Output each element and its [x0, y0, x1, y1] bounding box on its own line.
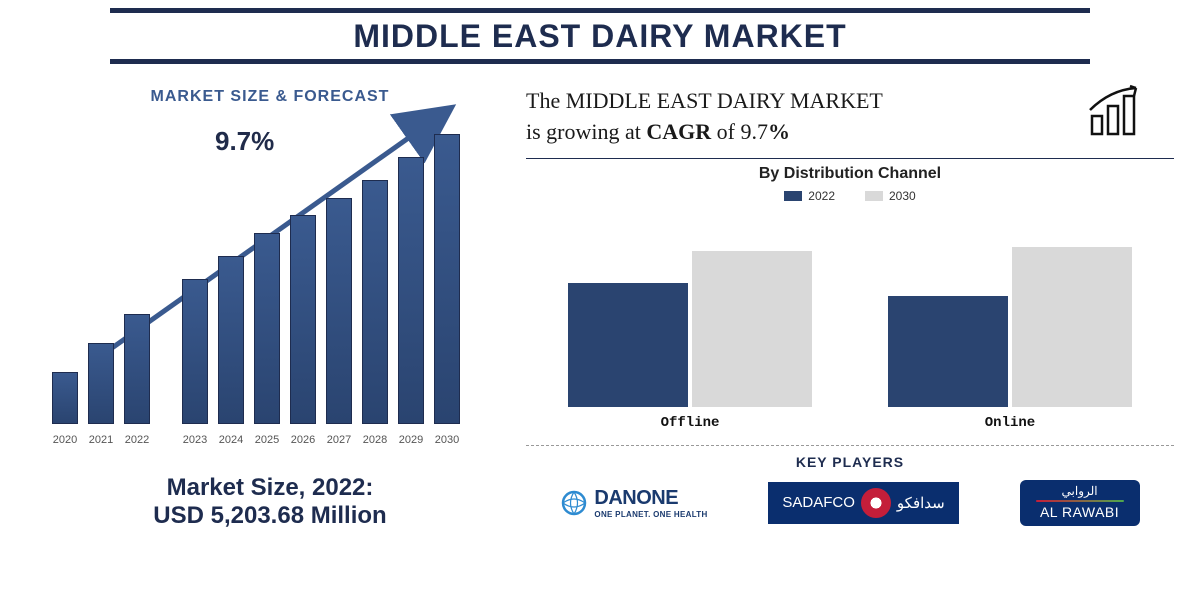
forecast-bars	[50, 134, 470, 424]
year-label: 2028	[360, 434, 390, 446]
forecast-bar	[252, 233, 282, 424]
danone-name: DANONE	[594, 487, 707, 510]
divider	[526, 158, 1174, 159]
forecast-title: MARKET SIZE & FORECAST	[40, 88, 500, 106]
sadafco-seal-icon	[861, 488, 891, 518]
forecast-bar	[360, 180, 390, 424]
forecast-bar	[86, 343, 116, 424]
cagr-pct: %	[768, 119, 790, 144]
year-label: 2020	[50, 434, 80, 446]
market-size-value: USD 5,203.68 Million	[40, 502, 500, 530]
right-panel: The MIDDLE EAST DAIRY MARKET is growing …	[520, 80, 1180, 590]
cagr-mid: is growing at	[526, 119, 646, 144]
year-label: 2024	[216, 434, 246, 446]
sadafco-arabic: سدافكو	[897, 494, 945, 512]
year-label: 2022	[122, 434, 152, 446]
dist-bar	[568, 283, 688, 407]
dist-bar	[1012, 247, 1132, 407]
forecast-bar	[432, 134, 462, 424]
market-size-callout: Market Size, 2022: USD 5,203.68 Million	[40, 474, 500, 530]
year-label: 2030	[432, 434, 462, 446]
forecast-year-axis: 2020 2021 2022 2023 2024 2025 2026 2027 2028 2029…	[50, 434, 470, 446]
distribution-bars	[530, 217, 1170, 407]
dist-label-online: Online	[850, 415, 1170, 431]
growth-chart-icon	[1086, 82, 1150, 138]
key-players-row: DANONE ONE PLANET. ONE HEALTH SADAFCO سد…	[520, 480, 1180, 526]
forecast-bar	[180, 279, 210, 424]
danone-globe-icon	[560, 489, 588, 517]
cagr-post: of 9.7	[711, 119, 768, 144]
legend-item-2022: 2022	[784, 189, 835, 203]
market-size-label: Market Size, 2022:	[40, 474, 500, 502]
forecast-bar	[288, 215, 318, 424]
forecast-bar	[50, 372, 80, 424]
forecast-bar	[324, 198, 354, 424]
player-sadafco: SADAFCO سدافكو	[768, 482, 958, 524]
distribution-title: By Distribution Channel	[520, 165, 1180, 183]
sadafco-name: SADAFCO	[782, 494, 855, 511]
legend-item-2030: 2030	[865, 189, 916, 203]
player-danone: DANONE ONE PLANET. ONE HEALTH	[560, 487, 707, 519]
forecast-panel: MARKET SIZE & FORECAST 9.7% 202020212022…	[40, 80, 500, 590]
dist-bar	[888, 296, 1008, 406]
key-players-title: KEY PLAYERS	[520, 454, 1180, 470]
forecast-chart: 9.7% 20202021202220232024202520262027202…	[40, 116, 480, 446]
legend-swatch-2022	[784, 191, 802, 201]
year-label: 2025	[252, 434, 282, 446]
rawabi-name: AL RAWABI	[1036, 504, 1124, 520]
year-label: 2026	[288, 434, 318, 446]
title-bar: MIDDLE EAST DAIRY MARKET	[110, 8, 1090, 64]
danone-tagline: ONE PLANET. ONE HEALTH	[594, 510, 707, 519]
distribution-legend: 2022 2030	[520, 189, 1180, 203]
distribution-axis: Offline Online	[530, 415, 1170, 431]
year-label: 2027	[324, 434, 354, 446]
cagr-word: CAGR	[646, 119, 711, 144]
cagr-sentence: The MIDDLE EAST DAIRY MARKET is growing …	[520, 80, 1180, 148]
legend-label-2030: 2030	[889, 189, 916, 203]
forecast-bar	[396, 157, 426, 424]
page-title: MIDDLE EAST DAIRY MARKET	[353, 18, 846, 55]
distribution-chart: Offline Online	[530, 211, 1170, 431]
dashed-divider	[526, 445, 1174, 446]
cagr-pre: The	[526, 88, 566, 113]
cagr-name: MIDDLE EAST DAIRY MARKET	[566, 88, 883, 113]
dist-group	[850, 247, 1170, 407]
rawabi-arabic: الروابي	[1036, 484, 1124, 498]
player-alrawabi: الروابي AL RAWABI	[1020, 480, 1140, 526]
legend-swatch-2030	[865, 191, 883, 201]
legend-label-2022: 2022	[808, 189, 835, 203]
year-label: 2023	[180, 434, 210, 446]
rawabi-swoosh-icon	[1036, 500, 1124, 502]
forecast-bar	[216, 256, 246, 424]
year-label: 2029	[396, 434, 426, 446]
dist-group	[530, 251, 850, 407]
dist-label-offline: Offline	[530, 415, 850, 431]
forecast-bar	[122, 314, 152, 424]
year-label: 2021	[86, 434, 116, 446]
dist-bar	[692, 251, 812, 407]
